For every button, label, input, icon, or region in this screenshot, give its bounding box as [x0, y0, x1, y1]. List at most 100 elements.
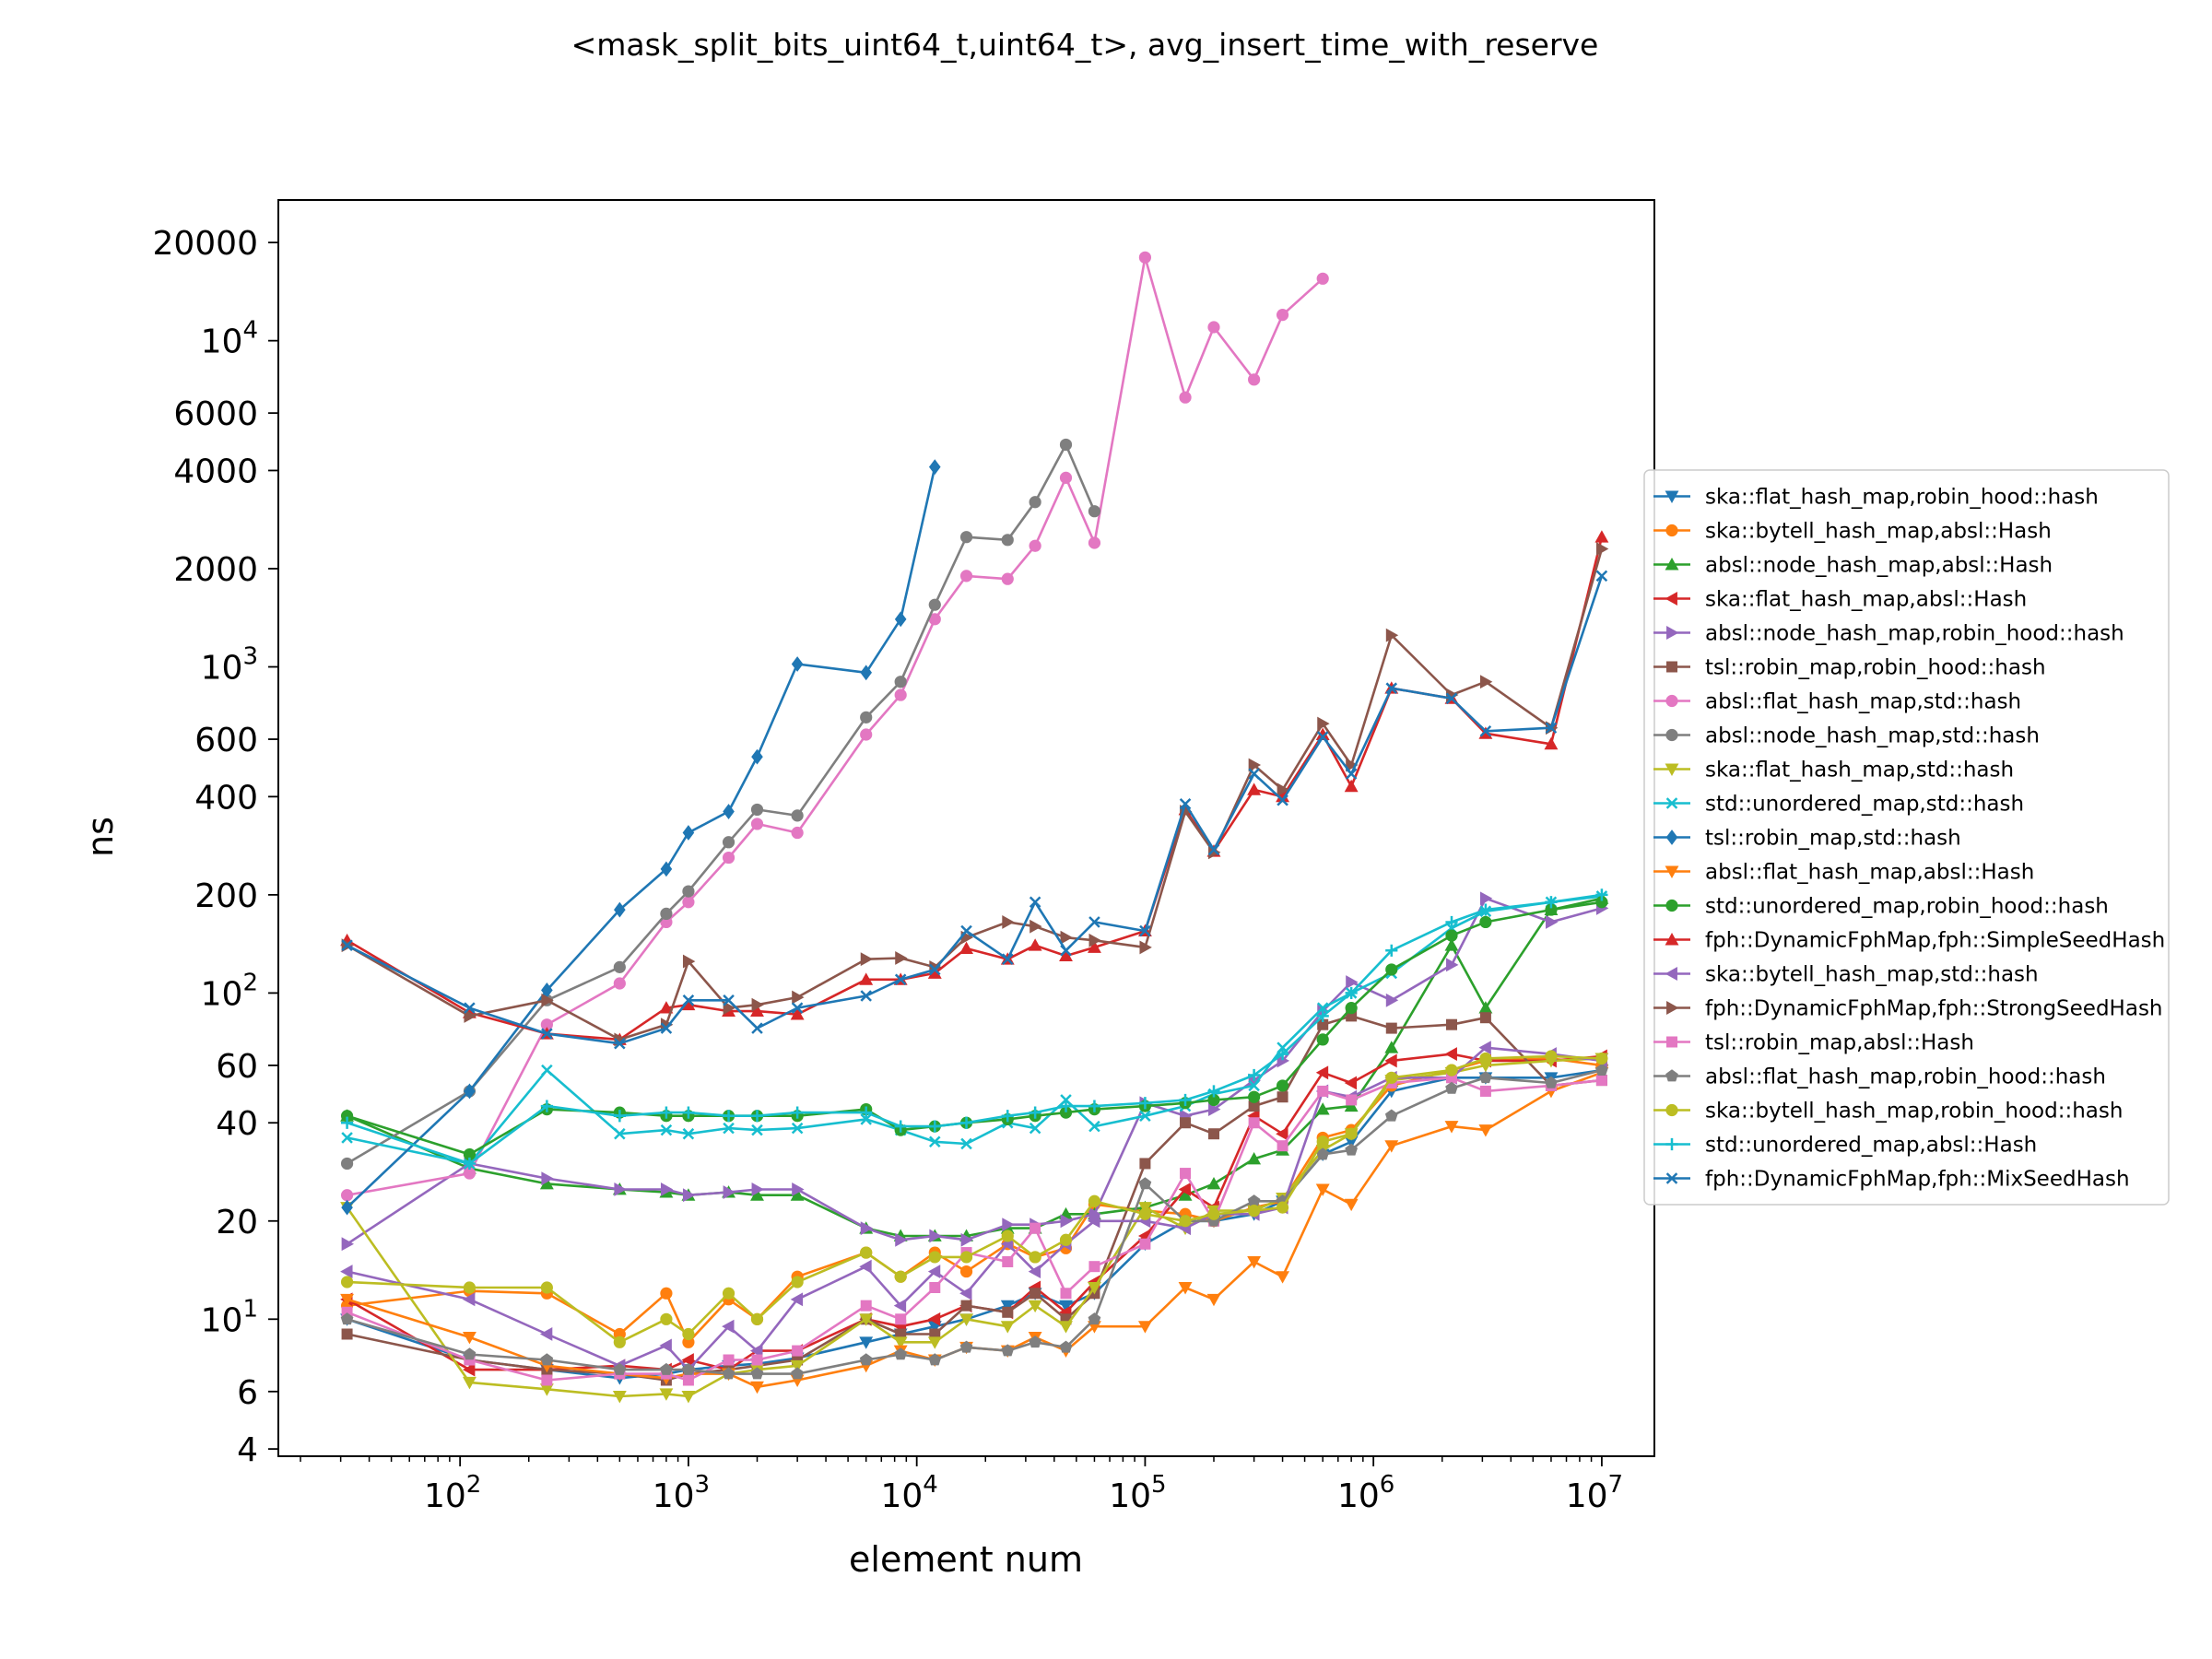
data-point: [1384, 1140, 1399, 1153]
data-point: [959, 1286, 972, 1300]
data-point: [1060, 1094, 1072, 1106]
data-point: [894, 1270, 907, 1283]
data-point: [959, 1265, 973, 1278]
legend-entry: ska::bytell_hash_map,absl::Hash: [1705, 520, 2052, 544]
x-tick-label: 103: [653, 1471, 710, 1515]
data-point: [613, 977, 626, 990]
data-point: [1002, 1255, 1014, 1267]
data-point: [1030, 919, 1042, 934]
y-tick-label: 4000: [173, 453, 258, 490]
x-tick-label: 107: [1566, 1471, 1623, 1515]
legend-entry: tsl::robin_map,robin_hood::hash: [1705, 656, 2046, 680]
data-point: [1059, 1233, 1073, 1246]
legend-swatch-marker: [1665, 865, 1679, 878]
data-point: [750, 818, 764, 830]
data-point: [959, 570, 973, 582]
data-point: [539, 1383, 554, 1396]
data-point: [1059, 471, 1073, 484]
data-point: [1206, 1177, 1221, 1190]
data-point: [1002, 1306, 1014, 1318]
data-point: [1479, 903, 1492, 916]
data-point: [928, 1120, 941, 1133]
data-point: [660, 1287, 673, 1300]
data-point: [1595, 888, 1608, 901]
y-tick-label: 103: [201, 643, 258, 688]
data-point: [1276, 309, 1289, 322]
legend-entry: absl::flat_hash_map,robin_hood::hash: [1705, 1065, 2106, 1089]
data-point: [1206, 1293, 1221, 1307]
series-19: [340, 888, 1608, 1171]
data-point: [1316, 1135, 1329, 1148]
legend-swatch-marker: [1665, 763, 1679, 776]
data-point: [790, 1188, 805, 1201]
data-point: [1001, 1344, 1015, 1357]
data-point: [1139, 1238, 1151, 1250]
data-point: [541, 993, 554, 1007]
data-point: [1207, 1128, 1219, 1140]
data-point: [660, 915, 673, 929]
data-point: [1207, 1207, 1220, 1220]
data-point: [1248, 1100, 1260, 1112]
data-point: [750, 1004, 764, 1018]
data-point: [1445, 1081, 1458, 1094]
y-tick-label: 20000: [152, 225, 258, 263]
data-point: [1479, 1071, 1492, 1084]
data-point: [1029, 1106, 1041, 1119]
data-point: [340, 1312, 354, 1325]
data-point: [1208, 1102, 1221, 1117]
data-point: [660, 907, 673, 921]
x-axis-label: element num: [849, 1539, 1083, 1580]
data-point: [1029, 1335, 1041, 1348]
data-point: [1178, 1188, 1193, 1201]
legend-swatch-marker: [1665, 967, 1677, 981]
data-point: [790, 1359, 805, 1373]
series-group: [340, 251, 1609, 1404]
y-tick-label: 400: [194, 779, 258, 817]
data-point: [791, 809, 804, 822]
data-point: [895, 1313, 907, 1325]
data-point: [791, 826, 804, 840]
data-point: [895, 951, 908, 965]
data-point: [1179, 391, 1192, 404]
data-point: [959, 1340, 973, 1353]
legend-swatch-marker: [1665, 830, 1678, 845]
legend-entry: fph::DynamicFphMap,fph::SimpleSeedHash: [1705, 929, 2165, 953]
data-point: [1545, 903, 1558, 916]
legend-swatch-marker: [1665, 899, 1678, 912]
data-point: [1059, 1340, 1073, 1353]
data-point: [1595, 1052, 1608, 1065]
data-point: [860, 1106, 873, 1119]
legend-swatch-marker: [1666, 1001, 1679, 1015]
data-point: [1029, 1122, 1041, 1135]
data-point: [860, 1300, 872, 1312]
data-point: [1479, 675, 1493, 689]
data-point: [894, 973, 907, 986]
data-point: [1001, 1110, 1014, 1123]
data-point: [613, 1110, 626, 1123]
data-point: [682, 896, 695, 909]
data-point: [1478, 1041, 1491, 1055]
data-point: [1088, 505, 1101, 518]
data-point: [1385, 682, 1398, 694]
data-point: [1595, 570, 1608, 582]
data-point: [1478, 1124, 1493, 1137]
data-point: [1028, 1265, 1041, 1279]
x-tick-label: 104: [880, 1471, 937, 1515]
data-point: [614, 1037, 626, 1050]
data-point: [723, 994, 735, 1006]
data-point: [959, 1251, 973, 1264]
data-point: [750, 803, 764, 817]
legend-entry: absl::node_hash_map,robin_hood::hash: [1705, 622, 2124, 646]
data-point: [540, 1100, 553, 1112]
data-point: [659, 1338, 672, 1353]
data-point: [1060, 1288, 1072, 1300]
data-point: [1139, 1158, 1151, 1170]
data-point: [1344, 1076, 1358, 1090]
data-point: [340, 1116, 354, 1129]
data-point: [1384, 1109, 1398, 1122]
legend-entry: absl::flat_hash_map,std::hash: [1705, 690, 2021, 714]
data-point: [860, 665, 873, 681]
data-point: [859, 1259, 872, 1274]
data-point: [1179, 1215, 1192, 1228]
